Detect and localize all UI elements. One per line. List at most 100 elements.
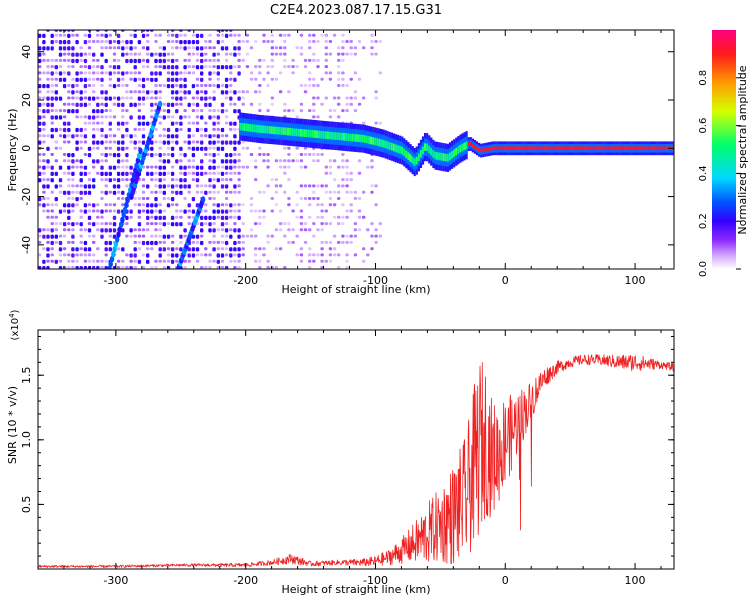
- spectrogram-cell: [158, 84, 162, 87]
- spectrogram-ridge-segment: [343, 133, 346, 141]
- spectrogram-cell: [266, 266, 270, 269]
- spectrogram-cell: [75, 222, 79, 226]
- spectrogram-cell: [220, 40, 225, 43]
- spectrogram-cell: [38, 84, 42, 89]
- spectrogram-cell: [154, 102, 158, 106]
- spectrogram-ridge-segment: [365, 135, 369, 144]
- spectrogram-cell: [191, 40, 196, 45]
- spectrogram-cell: [50, 253, 54, 257]
- spectrogram-cell: [125, 171, 129, 176]
- spectrogram-cell: [216, 84, 220, 89]
- spectrogram-cell: [166, 140, 171, 145]
- spectrogram-cell: [337, 65, 341, 69]
- spectrogram-cell: [96, 96, 100, 100]
- spectrogram-cell: [308, 71, 312, 75]
- spectrogram-streak-point: [122, 206, 128, 214]
- spectrogram-ridge-segment: [527, 146, 530, 151]
- spectrogram-cell: [79, 197, 83, 200]
- spectrogram-cell: [258, 259, 262, 263]
- spectrogram-cell: [370, 247, 374, 251]
- spectrogram-cell: [241, 240, 245, 244]
- spectrogram-cell: [299, 209, 304, 213]
- spectrogram-ridge-segment: [567, 146, 570, 151]
- spectrogram-cell: [67, 84, 71, 87]
- spectrogram-cell: [266, 40, 270, 43]
- spectrogram-ridge-segment: [563, 146, 566, 151]
- spectrogram-cell: [162, 102, 166, 106]
- spectrogram-cell: [38, 127, 42, 133]
- spectrogram-cell: [241, 102, 245, 106]
- spectrogram-cell: [237, 33, 241, 37]
- spectrogram-cell: [108, 209, 112, 213]
- spectrogram-ridge-segment: [532, 146, 535, 151]
- spectrogram-cell: [237, 266, 241, 269]
- spectrogram-streak-point: [125, 196, 130, 204]
- spectrogram-cell: [42, 40, 46, 45]
- spectrogram-cell: [170, 184, 175, 189]
- spectrogram-cell: [116, 247, 121, 251]
- spectrogram-cell: [108, 178, 112, 183]
- spectrogram-cell: [224, 33, 229, 38]
- spectrogram-cell: [83, 90, 88, 94]
- spectrogram-cell: [62, 40, 67, 45]
- spectrogram-ridge-segment: [565, 146, 568, 151]
- spectrogram-cell: [237, 71, 241, 76]
- spectrogram-cell: [75, 127, 79, 133]
- spectrogram-ridge-segment: [413, 158, 416, 166]
- spectrogram-cell: [137, 215, 142, 219]
- spectrogram-cell: [38, 52, 42, 57]
- spectrogram-ridge-segment: [384, 140, 387, 149]
- spectrogram-cell: [378, 40, 382, 43]
- spectrogram-cell: [353, 234, 358, 238]
- spectrogram-cell: [187, 259, 191, 263]
- spectrogram-cell: [92, 134, 96, 139]
- spectrogram-cell: [299, 33, 304, 37]
- spectrogram-cell: [116, 121, 121, 126]
- spectrogram-cell: [92, 178, 96, 183]
- spectrogram-cell: [283, 46, 287, 50]
- spectrogram-cell: [87, 178, 92, 182]
- spectrogram-cell: [349, 102, 353, 106]
- spectrogram-cell: [62, 222, 67, 227]
- spectrogram-cell: [87, 228, 92, 233]
- spectrogram-cell: [278, 165, 283, 169]
- spectrogram-ridge-segment: [278, 127, 281, 135]
- spectrogram-cell: [212, 247, 216, 252]
- spectrogram-ridge-segment: [496, 146, 499, 151]
- spectrogram-cell: [328, 77, 333, 81]
- spectrogram-cell: [58, 184, 63, 188]
- spectrogram-cell: [150, 146, 154, 151]
- spectrogram-cell: [312, 109, 316, 113]
- spectrogram-cell: [233, 146, 237, 151]
- spectrogram-cell: [274, 178, 279, 182]
- spectrogram-cell: [183, 115, 187, 119]
- spectrogram-cell: [104, 134, 108, 139]
- spectrogram-cell: [38, 266, 42, 269]
- spectrogram-cell: [204, 134, 208, 138]
- spectrogram-cell: [299, 228, 304, 232]
- spectrogram-cell: [312, 33, 316, 37]
- spectrogram-cell: [374, 228, 378, 232]
- spectrogram-cell: [100, 159, 104, 163]
- spectrogram-cell: [108, 222, 112, 226]
- spectrogram-cell: [324, 222, 328, 226]
- spectrogram-cell: [353, 197, 358, 200]
- spectrogram-cell: [299, 153, 304, 156]
- y-tick-label: 1.5: [20, 366, 33, 384]
- spectrogram-cell: [129, 77, 133, 81]
- spectrogram-ridge-segment: [444, 153, 447, 162]
- spectrogram-cell: [67, 171, 71, 175]
- spectrogram-cell: [200, 159, 204, 164]
- spectrogram-ridge-segment: [409, 154, 412, 162]
- spectrogram-cell: [237, 178, 241, 182]
- spectrogram-ridge-segment: [380, 139, 383, 147]
- spectrogram-cell: [154, 65, 158, 69]
- spectrogram-cell: [283, 222, 287, 226]
- spectrogram-cell: [216, 266, 220, 269]
- spectrogram-ridge-segment: [378, 138, 381, 147]
- spectrogram-cell: [179, 178, 183, 183]
- spectrogram-ridge-segment: [542, 146, 545, 151]
- spectrogram-cell: [92, 71, 96, 75]
- spectrogram-cell: [229, 247, 233, 252]
- spectrogram-cell: [316, 65, 320, 69]
